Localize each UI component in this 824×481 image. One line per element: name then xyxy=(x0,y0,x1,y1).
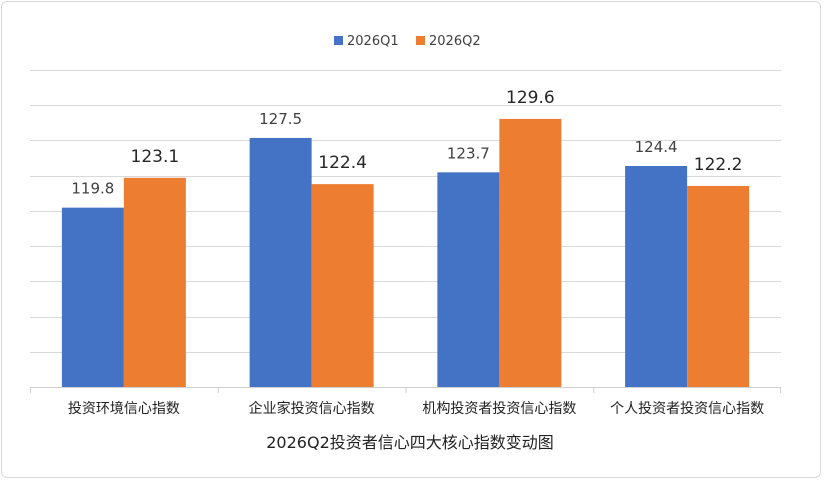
bar-2026q2-1 xyxy=(311,184,374,387)
x-tick-label-0: 投资环境信心指数 xyxy=(68,401,180,417)
bar-2026q1-0 xyxy=(61,207,124,387)
legend-label-2026q2: 2026Q2 xyxy=(429,34,481,49)
bars xyxy=(61,118,750,387)
bar-2026q2-2 xyxy=(499,118,562,387)
data-label-2026q1-0: 119.8 xyxy=(71,180,114,198)
legend-swatch-2026q1 xyxy=(334,36,343,45)
legend-swatch-2026q2 xyxy=(416,36,425,45)
data-label-2026q2-3: 122.2 xyxy=(694,155,743,175)
chart-title: 2026Q2投资者信心四大核心指数变动图 xyxy=(266,433,554,452)
data-labels: 119.8 123.1 127.5 122.4 123.7 129.6 124.4 122.2 xyxy=(71,88,742,198)
data-label-2026q2-2: 129.6 xyxy=(506,88,555,108)
data-label-2026q2-0: 123.1 xyxy=(131,147,180,167)
bar-2026q2-3 xyxy=(687,185,750,387)
bar-2026q1-3 xyxy=(625,166,688,387)
data-label-2026q1-1: 127.5 xyxy=(259,110,302,128)
data-label-2026q1-2: 123.7 xyxy=(447,144,490,162)
x-axis-ticks: 投资环境信心指数 企业家投资信心指数 机构投资者投资信心指数 个人投资者投资信心指数 xyxy=(30,387,781,417)
x-tick-label-3: 个人投资者投资信心指数 xyxy=(610,401,764,417)
data-label-2026q2-1: 122.4 xyxy=(318,153,367,173)
bar-2026q1-2 xyxy=(437,172,500,387)
bar-2026q1-1 xyxy=(249,137,312,387)
x-tick-label-2: 机构投资者投资信心指数 xyxy=(422,401,576,417)
data-label-2026q1-3: 124.4 xyxy=(635,138,678,156)
legend-label-2026q1: 2026Q1 xyxy=(347,34,399,49)
x-tick-label-1: 企业家投资信心指数 xyxy=(249,400,375,417)
bar-2026q2-0 xyxy=(123,177,186,387)
legend: 2026Q1 2026Q2 xyxy=(334,34,481,49)
